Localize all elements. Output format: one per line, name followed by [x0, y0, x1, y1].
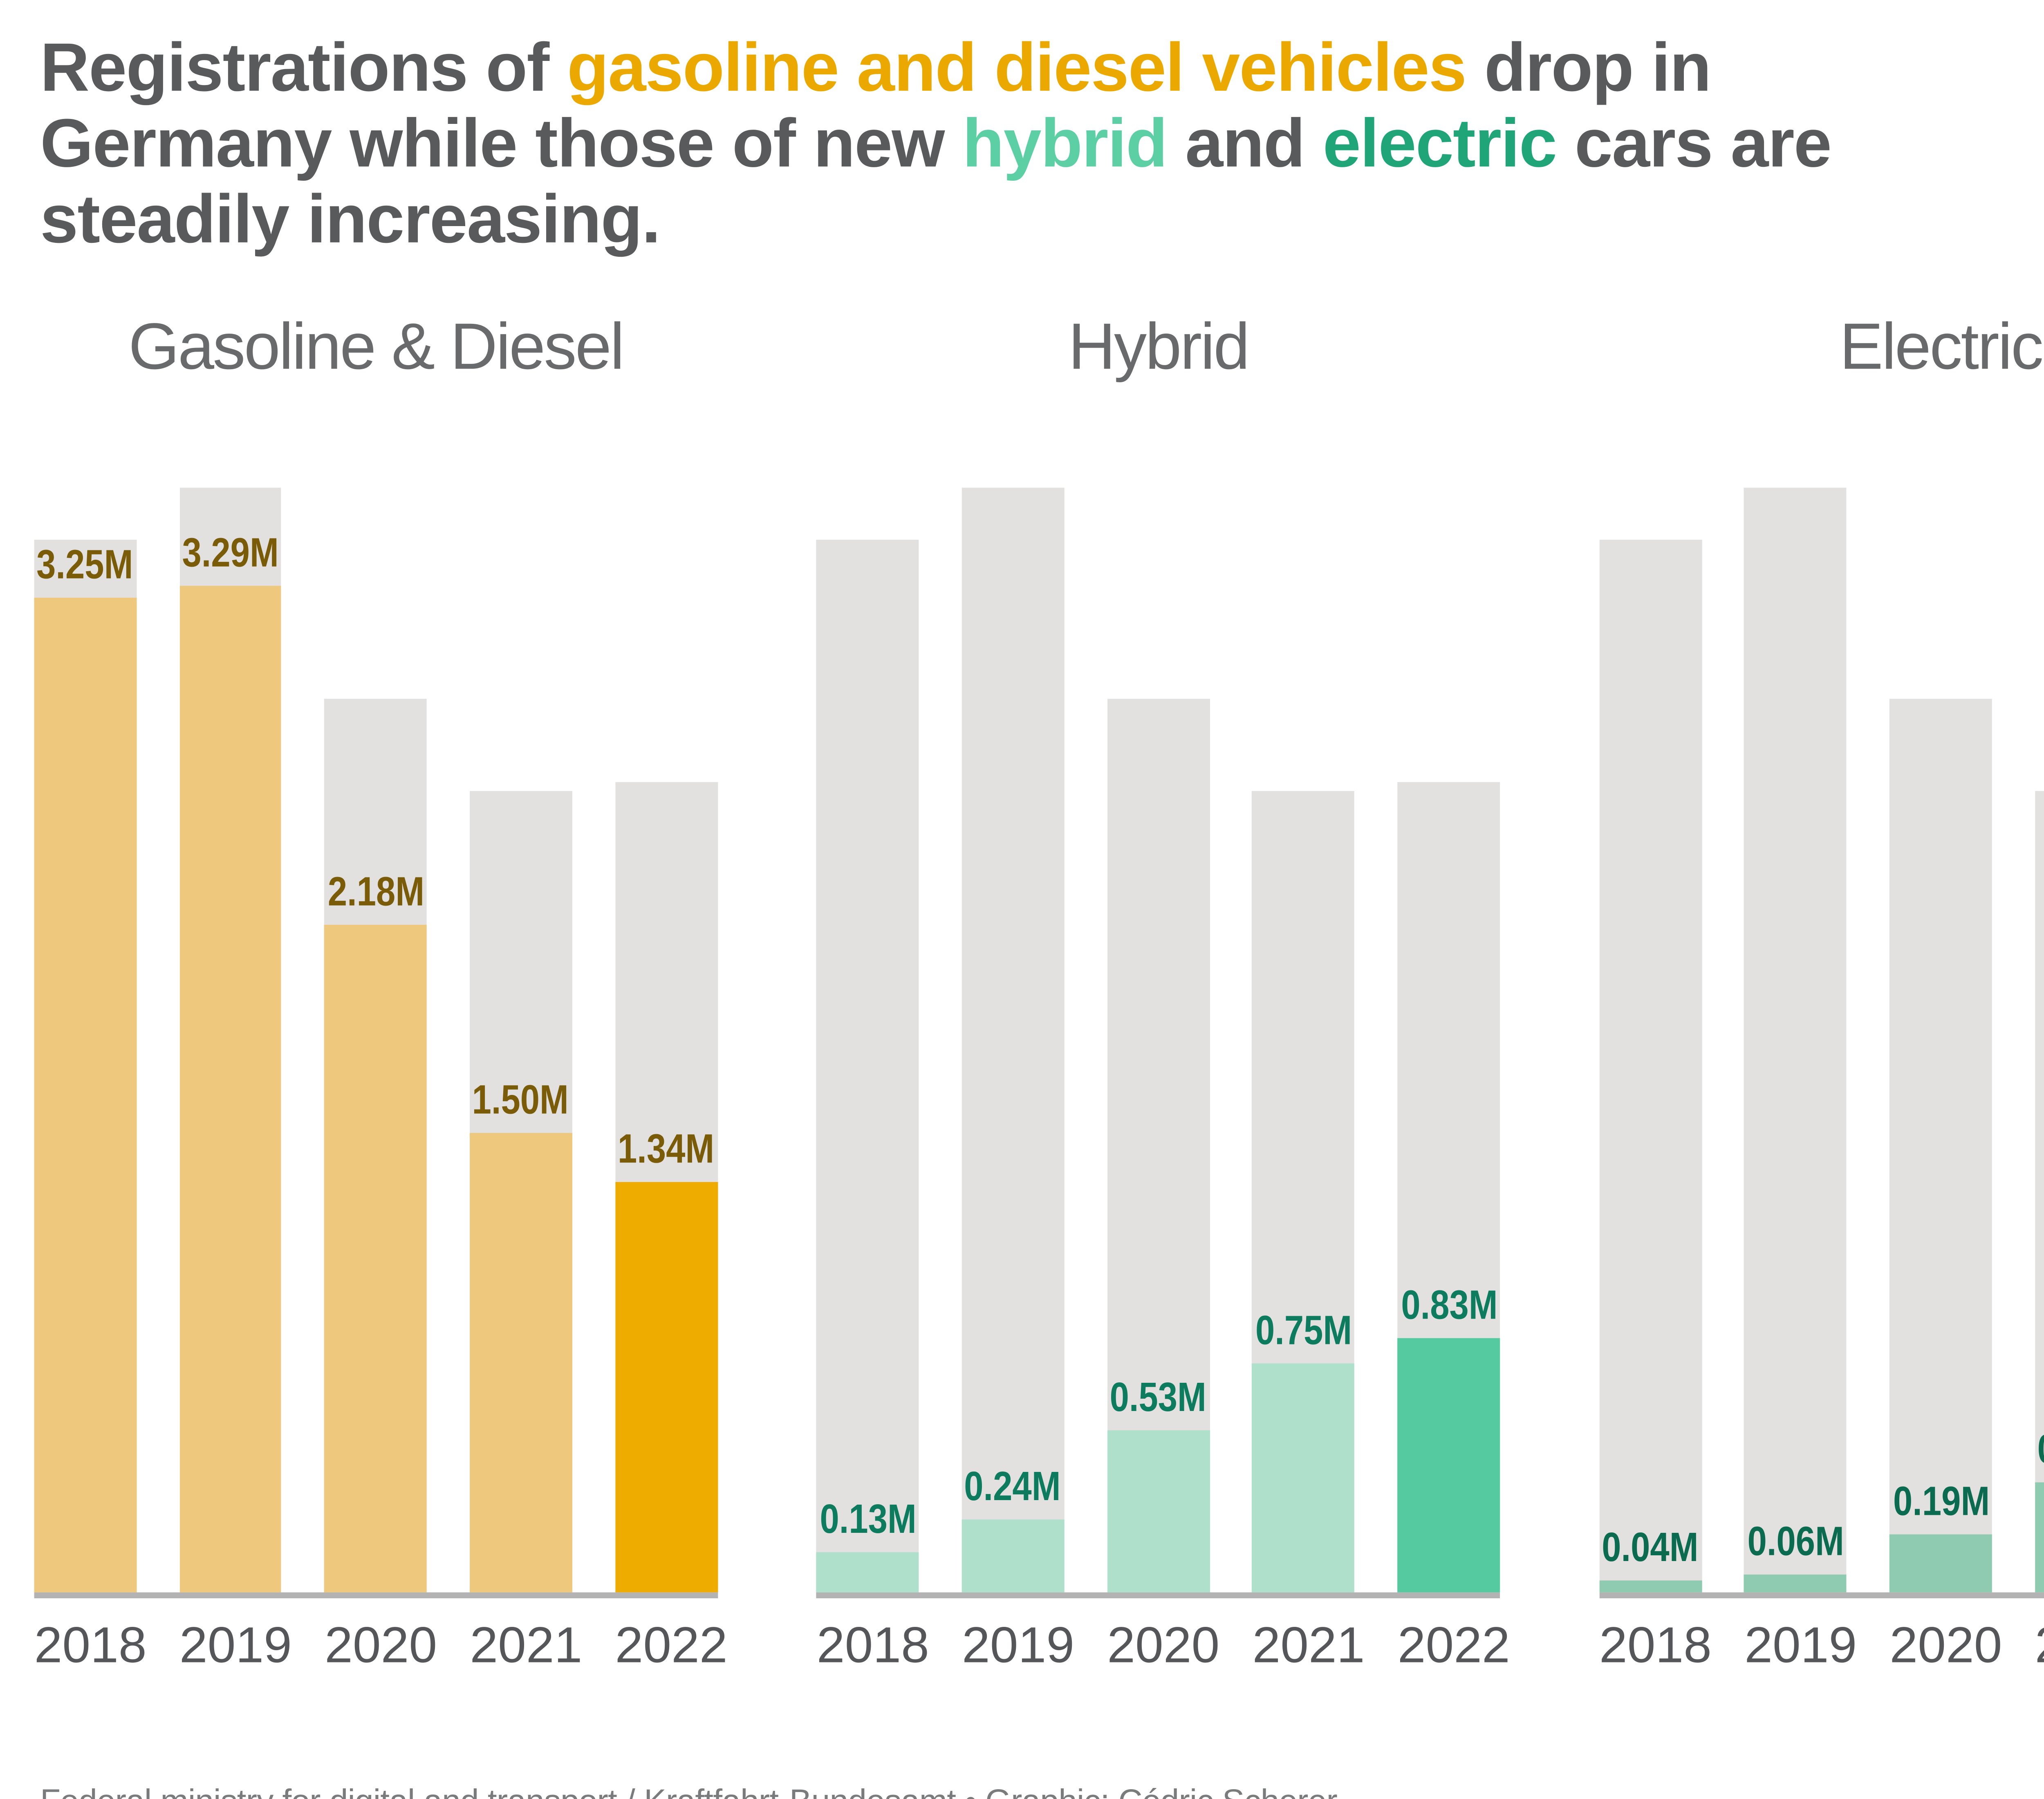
- bars-plot-area: 0.13M 0.24M 0.53M 0.75M 0.83M: [816, 451, 1500, 1593]
- year-tick-label: 2022: [1397, 1617, 1510, 1673]
- title-segment: Registrations of: [40, 28, 567, 106]
- value-bar: [34, 597, 137, 1593]
- chart-panel-hybrid: Hybrid 0.13M 0.24M 0.53M 0.75M 0.83M 2018 2019 2…: [816, 311, 1510, 1675]
- year-tick-label: 2021: [2035, 1615, 2044, 1675]
- year-tick-label: 2018: [1599, 1617, 1712, 1673]
- chart-panel-electric: Electric0.04M0.06M0.19M0.36M0.47M2018201…: [1599, 311, 2044, 1675]
- bar-group-2020: 0.19M: [1889, 451, 1992, 1593]
- value-label: 2.18M: [327, 867, 424, 914]
- value-bar: [816, 1552, 919, 1593]
- panel-title: Hybrid: [1068, 311, 1250, 384]
- value-bar: [1889, 1534, 1992, 1593]
- x-axis-line: [1599, 1592, 2044, 1598]
- bar-group-2021: 0.36M: [2035, 451, 2044, 1593]
- year-tick-label: 2019: [179, 1617, 292, 1673]
- bar-group-2019: 0.24M: [962, 451, 1065, 1593]
- value-bar: [962, 1519, 1065, 1593]
- page-title: Registrations of gasoline and diesel veh…: [0, 0, 2044, 257]
- value-label: 1.34M: [618, 1124, 715, 1171]
- bars-plot-area: 3.25M 3.29M 2.18M 1.50M 1.34M: [34, 451, 717, 1593]
- year-tick-label: 2020: [325, 1617, 437, 1673]
- year-tick-label: 2022: [615, 1617, 728, 1673]
- value-bar: [2035, 1482, 2044, 1593]
- year-tick-label: 2020: [1107, 1617, 1220, 1673]
- title-segment: and: [1167, 104, 1323, 182]
- value-bar: [1599, 1580, 1702, 1593]
- value-label: 0.24M: [964, 1462, 1062, 1509]
- value-bar: [615, 1182, 717, 1593]
- total-registrations-bar: [1599, 540, 1702, 1593]
- value-label: 0.36M: [2038, 1428, 2044, 1469]
- x-axis-labels: 2018 2019 2020 2021 2022: [34, 1615, 728, 1675]
- value-label: 0.83M: [1400, 1281, 1497, 1327]
- value-label: 3.29M: [182, 528, 279, 575]
- value-bar: [1252, 1363, 1355, 1593]
- value-label: 3.25M: [37, 540, 134, 587]
- value-bar: [1397, 1338, 1500, 1593]
- bar-group-2020: 2.18M: [325, 451, 427, 1593]
- bar-group-2022: 1.34M: [615, 451, 717, 1593]
- bar-group-2021: 0.75M: [1252, 451, 1355, 1593]
- x-axis-labels: 2018 2019 2020 2021 2022: [816, 1615, 1510, 1675]
- title-segment: electric: [1322, 104, 1557, 182]
- bar-group-2018: 0.04M: [1599, 451, 1702, 1593]
- value-bar: [1744, 1574, 1847, 1593]
- year-tick-label: 2018: [816, 1617, 929, 1673]
- title-segment: cars are steadily increasing.: [40, 104, 1832, 258]
- year-tick-label: 2019: [1744, 1617, 1857, 1673]
- chart-panel-gasoline-diesel: Gasoline & Diesel 3.25M 3.29M 2.18M 1.50M 1.3…: [34, 311, 728, 1675]
- title-segment: hybrid: [962, 104, 1168, 182]
- total-registrations-bar: [2035, 791, 2044, 1593]
- value-label: 1.50M: [473, 1075, 569, 1122]
- value-label: 0.53M: [1110, 1373, 1207, 1419]
- bar-group-2018: 3.25M: [34, 451, 137, 1593]
- value-bar: [470, 1133, 572, 1593]
- total-registrations-bar: [1744, 487, 1847, 1593]
- bar-group-2019: 3.29M: [179, 451, 282, 1593]
- panel-title: Electric: [1839, 311, 2044, 384]
- panel-title: Gasoline & Diesel: [128, 311, 625, 384]
- source-credit: Federal ministry for digital and transpo…: [40, 1782, 2044, 1799]
- value-label: 0.04M: [1602, 1523, 1699, 1570]
- x-axis-line: [816, 1592, 1500, 1598]
- bar-group-2020: 0.53M: [1107, 451, 1210, 1593]
- bar-group-2021: 1.50M: [470, 451, 572, 1593]
- value-label: 0.19M: [1892, 1477, 1989, 1523]
- value-bar: [325, 924, 427, 1593]
- bar-group-2018: 0.13M: [816, 451, 919, 1593]
- year-tick-label: 2021: [1252, 1617, 1365, 1673]
- total-registrations-bar: [1889, 699, 1992, 1593]
- value-label: 0.06M: [1747, 1517, 1844, 1563]
- value-bar: [1107, 1430, 1210, 1593]
- year-tick-label: 2018: [34, 1617, 147, 1673]
- value-bar: [179, 585, 282, 1593]
- total-registrations-bar: [816, 540, 919, 1593]
- year-tick-label: 2019: [962, 1617, 1075, 1673]
- bar-group-2022: 0.83M: [1397, 451, 1500, 1593]
- bar-group-2019: 0.06M: [1744, 451, 1847, 1593]
- year-tick-label: 2021: [470, 1617, 583, 1673]
- total-registrations-bar: [962, 487, 1065, 1593]
- value-label: 0.75M: [1255, 1306, 1352, 1353]
- title-segment: drop in Germany while those of new: [40, 28, 1711, 182]
- bar-chart: Gasoline & Diesel 3.25M 3.29M 2.18M 1.50M 1.3…: [34, 311, 2044, 1675]
- value-label: 0.13M: [819, 1495, 916, 1541]
- year-tick-label: 2020: [1889, 1617, 2002, 1673]
- x-axis-line: [34, 1592, 717, 1598]
- title-segment: gasoline and diesel vehicles: [567, 28, 1467, 106]
